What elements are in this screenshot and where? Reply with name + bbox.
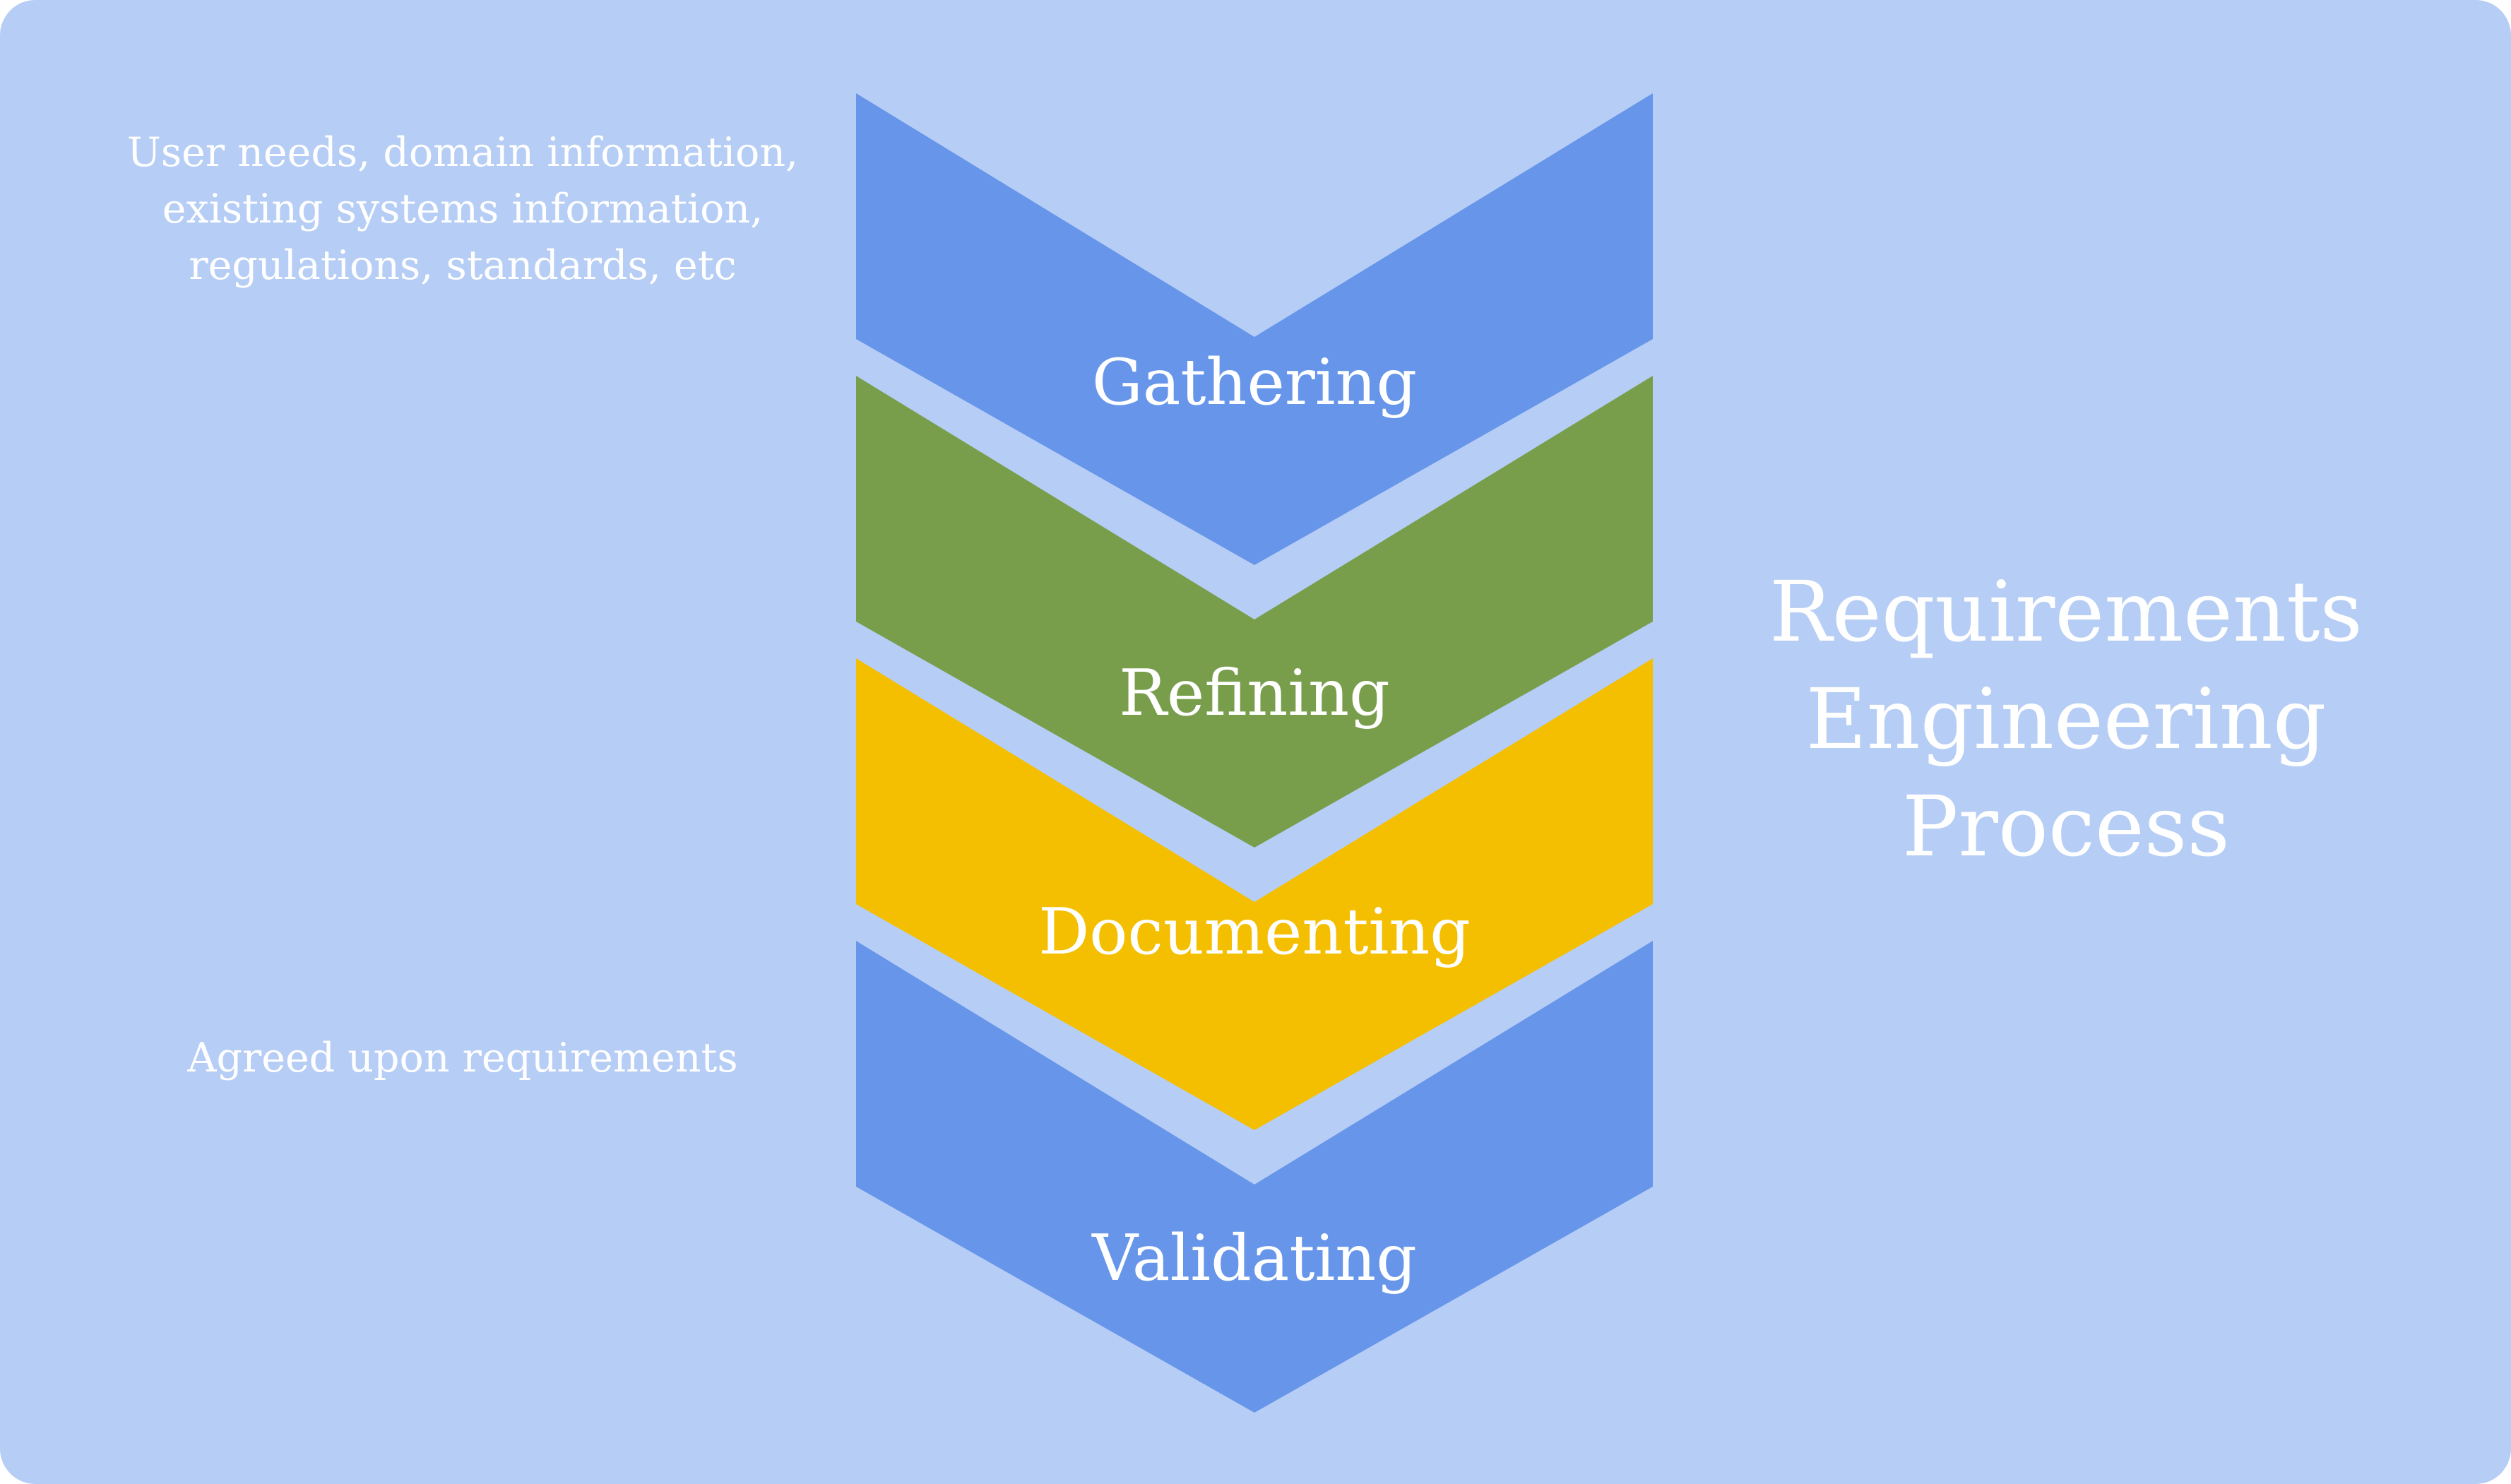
stage-label: Refining: [1119, 656, 1389, 730]
input-note-line: User needs, domain information,: [126, 129, 799, 176]
stage-chevron-validating: Validating: [856, 941, 1653, 1413]
input-note-line: regulations, standards, etc: [189, 242, 737, 289]
title-line: Requirements: [1769, 563, 2363, 660]
stage-chevron-gathering: Gathering: [856, 93, 1653, 565]
input-note: User needs, domain information, existing…: [71, 124, 855, 294]
stage-chevron-documenting: Documenting: [856, 658, 1653, 1130]
chevron-shape: [856, 941, 1653, 1413]
title-line: Process: [1902, 778, 2230, 875]
chevron-shape: [856, 93, 1653, 565]
stage-chevron-refining: Refining: [856, 376, 1653, 848]
title-line: Engineering: [1805, 670, 2327, 768]
diagram-title: Requirements Engineering Process: [1731, 558, 2402, 880]
chevron-shape: [856, 658, 1653, 1130]
input-note-line: existing systems information,: [162, 186, 764, 232]
stage-label: Gathering: [1092, 345, 1417, 420]
chevron-shape: [856, 376, 1653, 848]
stage-label: Validating: [1091, 1221, 1417, 1295]
stage-label: Documenting: [1038, 895, 1471, 969]
output-note-text: Agreed upon requirements: [187, 1035, 738, 1081]
output-note: Agreed upon requirements: [71, 1030, 855, 1086]
